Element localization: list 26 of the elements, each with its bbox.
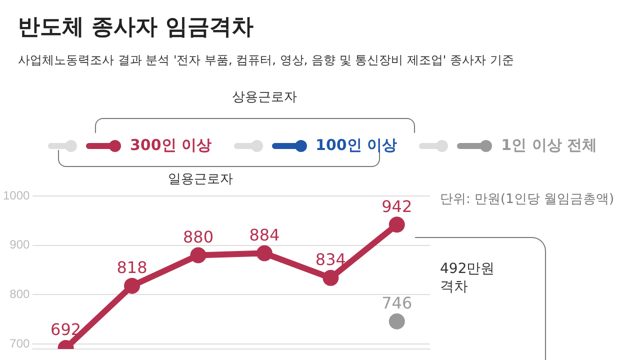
text: 492만원 격차 xyxy=(440,260,496,296)
data-label: 884 xyxy=(249,225,280,244)
legend-label: 300인 이상 xyxy=(130,136,212,155)
point xyxy=(388,216,405,233)
data-label: 818 xyxy=(116,258,148,277)
text: 단위: 만원(1인당 월임금총액) xyxy=(440,191,614,208)
point xyxy=(190,247,206,264)
point xyxy=(388,313,405,330)
point xyxy=(256,245,272,262)
y-tick-label: 1000 xyxy=(2,188,30,202)
y-tick-label: 900 xyxy=(10,238,30,252)
data-label: 942 xyxy=(382,196,412,216)
data-label: 692 xyxy=(50,320,82,340)
data-label: 880 xyxy=(182,227,214,246)
y-tick-label: 800 xyxy=(10,287,30,302)
text: 상용근로자 xyxy=(232,89,297,106)
y-tick-label: 700 xyxy=(10,336,30,350)
chart-subtitle: 사업체노동력조사 결과 분석 '전자 부품, 컴퓨터, 영상, 음향 및 통신장비 제조업' 종사자 기준 xyxy=(18,52,514,69)
text: 일용근로자 xyxy=(168,171,233,188)
point xyxy=(322,270,339,286)
data-label: 834 xyxy=(315,250,346,270)
chart-title: 반도체 종사자 임금격차 xyxy=(18,14,254,42)
legend-label: 100인 이상 xyxy=(316,136,398,155)
legend-label: 1인 이상 전체 xyxy=(501,136,597,155)
point xyxy=(124,278,140,294)
data-label: 746 xyxy=(382,294,412,313)
